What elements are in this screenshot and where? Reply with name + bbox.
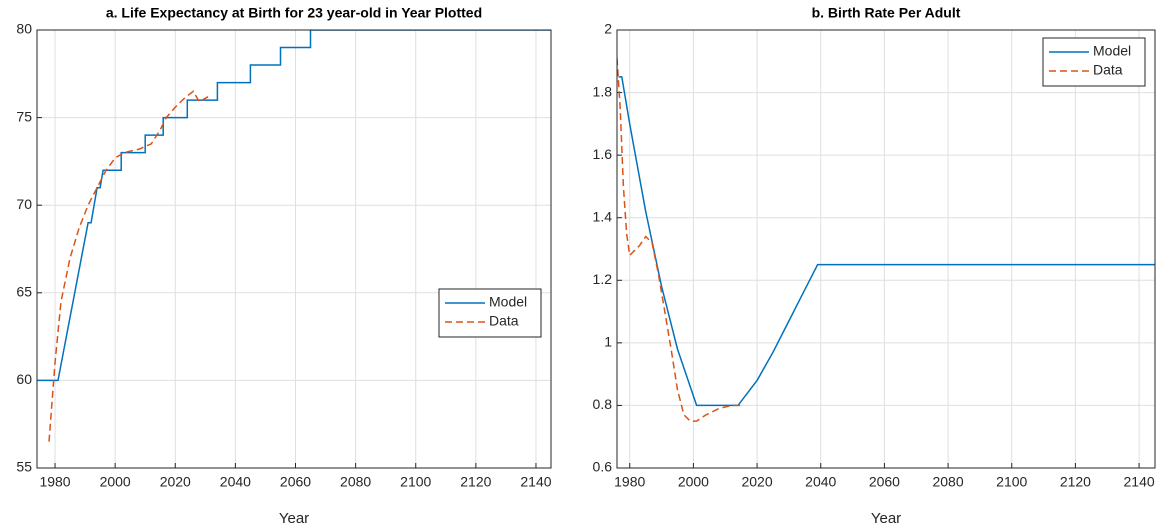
- y-tick-label: 1.2: [593, 271, 613, 287]
- data-line: [618, 76, 1155, 407]
- legend-label: Data: [1093, 62, 1123, 78]
- y-tick-label: 1.6: [593, 146, 613, 162]
- x-tick-label: 2040: [805, 474, 836, 490]
- y-tick-label: 80: [16, 21, 32, 37]
- x-tick-label: 2060: [869, 474, 900, 490]
- y-tick-label: 1: [604, 334, 612, 350]
- legend-label: Data: [489, 313, 519, 329]
- plot-lines: [617, 58, 1155, 422]
- legend-label: Model: [489, 294, 527, 310]
- y-tick-label: 0.6: [593, 459, 613, 475]
- plot-area: [617, 30, 1155, 468]
- x-tick-label: 2020: [160, 474, 191, 490]
- x-tick-label: 2040: [220, 474, 251, 490]
- axes-box: [616, 29, 1156, 469]
- x-tick-label: 1980: [614, 474, 645, 490]
- data-line: [37, 30, 551, 382]
- x-tick-label: 2020: [741, 474, 772, 490]
- x-tick-label: 2100: [400, 474, 431, 490]
- x-tick-label: 2080: [932, 474, 963, 490]
- x-tick-label: 2060: [280, 474, 311, 490]
- y-tick-label: 75: [16, 108, 32, 124]
- y-tick-label: 2: [604, 21, 612, 37]
- data-line: [48, 90, 212, 442]
- y-tick-label: 55: [16, 459, 32, 475]
- legend: Model Data: [438, 288, 542, 338]
- y-tick-label: 1.8: [593, 83, 613, 99]
- x-tick-label: 2080: [340, 474, 371, 490]
- x-axis-label: Year: [871, 510, 901, 527]
- x-tick-label: 2120: [1060, 474, 1091, 490]
- data-line: [617, 58, 742, 422]
- legend-box: [1042, 37, 1146, 87]
- legend-box: [438, 288, 542, 338]
- y-tick-label: 0.8: [593, 396, 613, 412]
- x-tick-label: 2000: [100, 474, 131, 490]
- x-tick-label: 1980: [39, 474, 70, 490]
- plot-lines: [37, 30, 551, 442]
- chart-title: a. Life Expectancy at Birth for 23 year-…: [106, 5, 482, 21]
- x-tick-label: 2000: [678, 474, 709, 490]
- chart-title: b. Birth Rate Per Adult: [812, 5, 961, 21]
- legend: Model Data: [1042, 37, 1146, 87]
- x-axis-label: Year: [279, 510, 309, 527]
- y-tick-label: 65: [16, 284, 32, 300]
- axes-box: [36, 29, 552, 469]
- plot-area: [37, 30, 551, 468]
- x-tick-label: 2100: [996, 474, 1027, 490]
- y-tick-label: 1.4: [593, 208, 613, 224]
- x-tick-label: 2120: [460, 474, 491, 490]
- legend-label: Model: [1093, 43, 1131, 59]
- x-tick-label: 2140: [520, 474, 551, 490]
- x-tick-label: 2140: [1124, 474, 1155, 490]
- y-tick-label: 60: [16, 371, 32, 387]
- y-tick-label: 70: [16, 196, 32, 212]
